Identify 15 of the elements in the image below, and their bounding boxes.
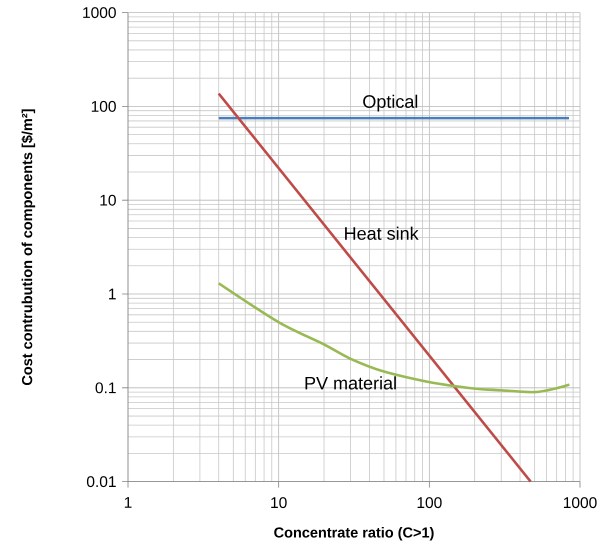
y-tick-label: 0.01 — [86, 476, 116, 488]
x-tick-label: 10 — [271, 497, 287, 508]
series-label: PV material — [306, 376, 396, 390]
series-label: Heat sink — [345, 226, 419, 240]
series-label: Optical — [363, 94, 418, 112]
x-tick-label: 1 — [124, 497, 132, 508]
y-tick-label: 0.1 — [96, 382, 116, 394]
y-tick-label: 1 — [109, 288, 116, 300]
x-tick-label: 1000 — [564, 497, 597, 508]
y-tick-label: 10 — [100, 194, 116, 206]
y-axis-title: Cost contrubution of components [$/m²] — [21, 109, 36, 386]
x-tick-label: 100 — [418, 497, 442, 508]
y-tick-label: 100 — [92, 100, 116, 112]
y-tick-label: 1000 — [83, 7, 116, 18]
x-axis-title: Concentrate ratio (C>1) — [274, 526, 434, 540]
